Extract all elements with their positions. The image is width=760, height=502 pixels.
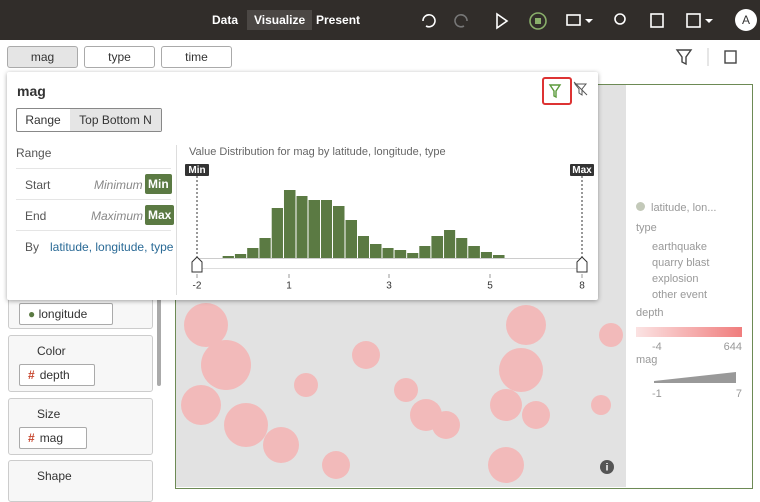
range-handle xyxy=(191,256,203,273)
legend-item: explosion xyxy=(652,273,699,285)
filter-label: mag xyxy=(30,50,55,64)
handle-label: Min xyxy=(188,165,205,176)
bar xyxy=(419,246,431,258)
bar xyxy=(382,248,394,258)
depth-gradient xyxy=(636,327,742,337)
filter-label: type xyxy=(108,50,131,64)
section-label: Shape xyxy=(37,469,72,483)
range-min: -4 xyxy=(652,341,662,353)
bar xyxy=(345,220,357,258)
filter-panel: mag Range Top Bottom N Range Start Minim… xyxy=(7,72,598,300)
legend-item: other event xyxy=(652,289,708,301)
placeholder: Maximum xyxy=(91,209,144,223)
tab[interactable]: Range xyxy=(25,113,61,127)
grammar-card: Shape xyxy=(8,460,153,502)
section-label: Size xyxy=(37,407,61,421)
toolbar-icons[interactable] xyxy=(415,8,725,34)
bar xyxy=(431,236,444,258)
bar xyxy=(234,254,247,258)
panel-title: mag xyxy=(17,83,46,99)
legend-heading: mag xyxy=(636,354,658,366)
handle-label-bg xyxy=(185,164,209,176)
x-tick-label: 5 xyxy=(487,281,493,292)
field-label: mag xyxy=(39,431,64,445)
field-label: End xyxy=(25,209,47,223)
grammar-card: ● longitude xyxy=(8,296,153,329)
range-max: 7 xyxy=(735,388,742,400)
max-button[interactable]: Max xyxy=(145,205,175,225)
range-max: 644 xyxy=(723,341,742,353)
filter-pill[interactable]: type xyxy=(84,46,155,68)
legend-title: latitude, lon... xyxy=(651,202,717,214)
x-tick-label: -2 xyxy=(193,281,202,292)
bar xyxy=(259,238,271,258)
legend: latitude, lon... type earthquake quarry … xyxy=(636,202,746,401)
grammar-card: Size # mag xyxy=(8,398,153,455)
min-button[interactable]: Min xyxy=(145,174,172,194)
legend-item: quarry blast xyxy=(652,257,710,269)
bar xyxy=(492,255,505,258)
bar xyxy=(283,190,296,258)
histogram: -2 1 3 5 8 Min Max xyxy=(185,164,594,292)
filter-pill[interactable]: time xyxy=(161,46,232,68)
handle-label-bg xyxy=(570,164,594,176)
by-link[interactable]: latitude, longitude, type xyxy=(50,240,174,254)
clear-filter[interactable] xyxy=(573,81,589,97)
filter-label: time xyxy=(185,50,208,64)
bar xyxy=(480,252,492,258)
bar xyxy=(456,238,468,258)
nav-tab[interactable]: Visualize xyxy=(247,10,313,30)
nav-tab[interactable]: Data xyxy=(212,13,239,27)
icon-button[interactable] xyxy=(542,77,572,105)
field-chip[interactable]: # mag xyxy=(19,427,87,449)
scrollbar[interactable] xyxy=(157,296,161,386)
bar xyxy=(358,236,369,258)
section-label: Range xyxy=(16,146,52,160)
legend-heading: type xyxy=(636,222,657,234)
avatar[interactable]: A xyxy=(735,9,757,31)
field-label: By xyxy=(25,240,40,254)
bar xyxy=(394,250,407,258)
field-label: longitude xyxy=(38,307,88,321)
bar xyxy=(308,200,320,258)
x-tick-label: 8 xyxy=(579,281,585,292)
legend-item: earthquake xyxy=(652,241,708,253)
bar xyxy=(247,248,259,258)
handle-label: Max xyxy=(572,165,592,176)
field-label: Start xyxy=(25,178,51,192)
x-tick-label: 3 xyxy=(386,281,392,292)
bar xyxy=(271,208,283,258)
field-chip[interactable]: ● longitude xyxy=(19,303,113,325)
tab[interactable]: Top Bottom N xyxy=(70,109,161,131)
bar xyxy=(444,230,456,258)
top-bar xyxy=(0,0,760,40)
section-label: Color xyxy=(37,344,66,358)
range-min: -1 xyxy=(652,388,662,400)
grammar-card: Color # depth xyxy=(8,335,153,392)
bar xyxy=(321,200,332,258)
chart-title: Value Distribution for mag by latitude, … xyxy=(189,146,446,158)
legend-heading: depth xyxy=(636,307,664,319)
nav-tab[interactable]: Present xyxy=(316,13,361,27)
range-handle xyxy=(576,256,588,273)
bar xyxy=(333,206,345,258)
filter-pill[interactable]: mag xyxy=(7,46,78,68)
field-label: depth xyxy=(39,368,70,382)
size-ramp xyxy=(654,372,736,383)
bar xyxy=(222,256,234,258)
bar xyxy=(468,246,480,258)
svg-text:i: i xyxy=(606,463,609,474)
bar xyxy=(370,244,382,258)
x-tick-label: 1 xyxy=(286,281,292,292)
bar xyxy=(296,196,308,258)
filter-tools[interactable] xyxy=(672,46,752,68)
bar xyxy=(407,253,419,258)
placeholder: Minimum xyxy=(94,178,143,192)
tab-group: Range Top Bottom N xyxy=(16,108,162,132)
field-chip[interactable]: # depth xyxy=(19,364,95,386)
